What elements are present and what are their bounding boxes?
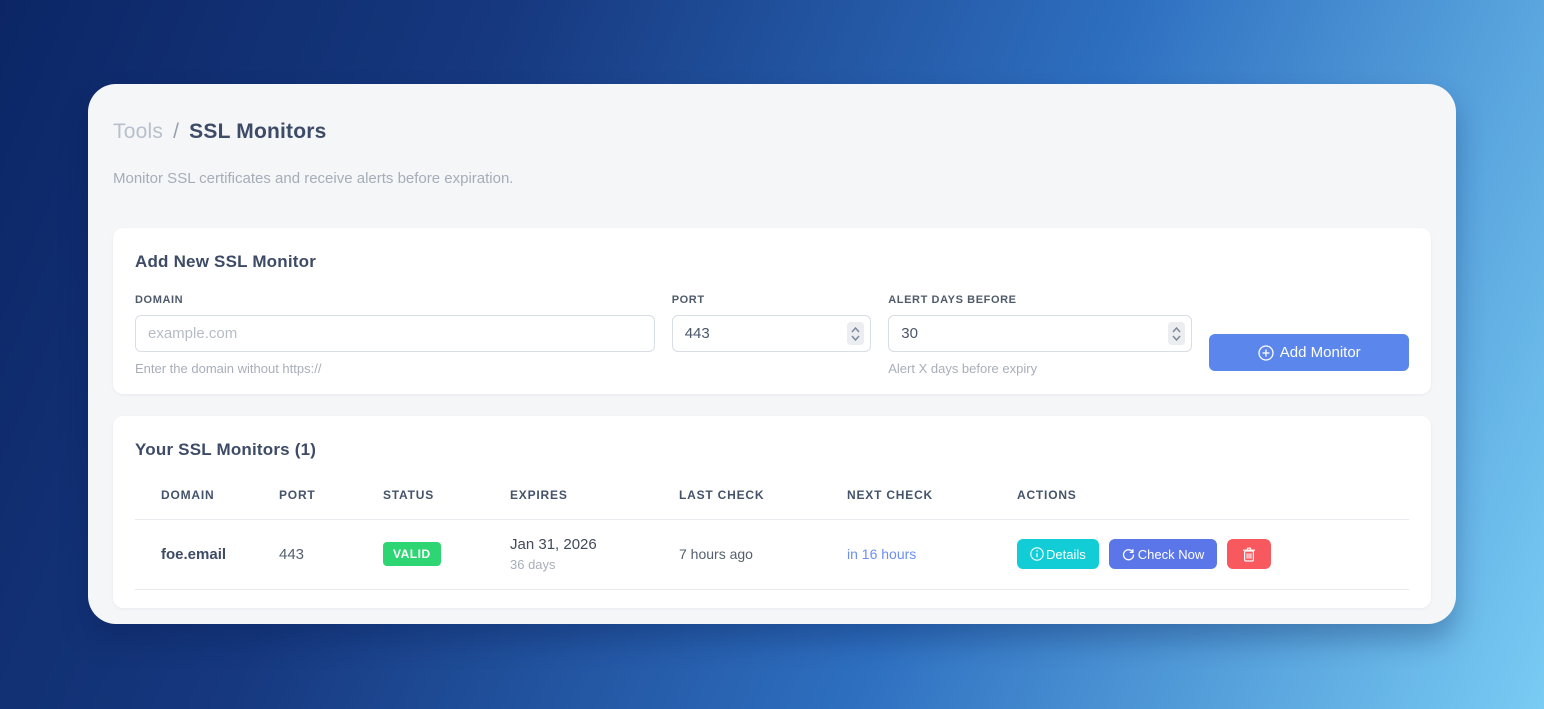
add-monitor-form: DOMAIN Enter the domain without https://… [135,294,1409,376]
table-row: foe.email 443 VALID Jan 31, 2026 36 days… [135,519,1409,590]
check-now-button-label: Check Now [1137,546,1205,562]
monitors-table: DOMAIN PORT STATUS EXPIRES LAST CHECK NE… [135,478,1409,590]
details-button-label: Details [1046,546,1086,562]
status-badge: VALID [383,542,441,566]
check-now-button[interactable]: Check Now [1108,539,1218,569]
breadcrumb-separator: / [173,120,180,143]
column-header-last-check: LAST CHECK [679,478,847,520]
info-circle-icon [1030,547,1044,561]
column-header-expires: EXPIRES [510,478,679,520]
domain-hint: Enter the domain without https:// [135,361,322,376]
alert-days-field-group: ALERT DAYS BEFORE Alert X days before ex… [888,294,1193,376]
details-button[interactable]: Details [1017,539,1099,569]
monitor-expires-date: Jan 31, 2026 [510,536,597,553]
monitor-domain: foe.email [135,519,279,590]
monitor-next-check: in 16 hours [847,519,1017,590]
column-header-port: PORT [279,478,383,520]
breadcrumb-parent[interactable]: Tools [113,120,164,143]
delete-button[interactable] [1227,539,1272,569]
add-monitor-title: Add New SSL Monitor [135,252,317,271]
trash-icon [1242,547,1256,562]
column-header-status: STATUS [383,478,510,520]
alert-days-hint: Alert X days before expiry [888,361,1038,376]
monitors-list-title: Your SSL Monitors (1) [135,440,317,459]
add-monitor-button-label: Add Monitor [1279,344,1361,361]
alert-days-stepper[interactable] [1168,322,1186,345]
refresh-icon [1122,548,1135,561]
chevron-up-icon [1172,326,1182,332]
monitor-port: 443 [279,519,383,590]
monitor-last-check: 7 hours ago [679,519,847,590]
alert-days-label: ALERT DAYS BEFORE [888,294,1017,306]
page-subtitle: Monitor SSL certificates and receive ale… [113,170,514,187]
port-input[interactable] [671,315,872,352]
domain-label: DOMAIN [135,294,184,306]
domain-field-group: DOMAIN Enter the domain without https:// [135,294,655,376]
monitors-list-card: Your SSL Monitors (1) DOMAIN PORT STATUS… [113,416,1431,608]
row-actions: Details Check Now [1017,539,1409,569]
add-monitor-card: Add New SSL Monitor DOMAIN Enter the dom… [113,228,1431,394]
table-header-row: DOMAIN PORT STATUS EXPIRES LAST CHECK NE… [135,478,1409,520]
domain-input[interactable] [135,315,655,352]
main-panel: Tools / SSL Monitors Monitor SSL certifi… [88,84,1456,624]
page-title: SSL Monitors [189,120,327,143]
monitor-expires-days: 36 days [510,557,556,572]
add-monitor-button[interactable]: Add Monitor [1209,334,1409,371]
column-header-actions: ACTIONS [1017,478,1409,520]
port-stepper[interactable] [847,322,865,345]
chevron-down-icon [851,335,860,341]
breadcrumb: Tools / SSL Monitors [113,120,1431,144]
plus-circle-icon [1258,344,1274,361]
column-header-domain: DOMAIN [135,478,279,520]
chevron-up-icon [851,326,860,332]
alert-days-input[interactable] [888,315,1193,352]
port-label: PORT [671,294,705,306]
column-header-next-check: NEXT CHECK [847,478,1017,520]
port-field-group: PORT [671,294,872,352]
chevron-down-icon [1172,335,1182,341]
